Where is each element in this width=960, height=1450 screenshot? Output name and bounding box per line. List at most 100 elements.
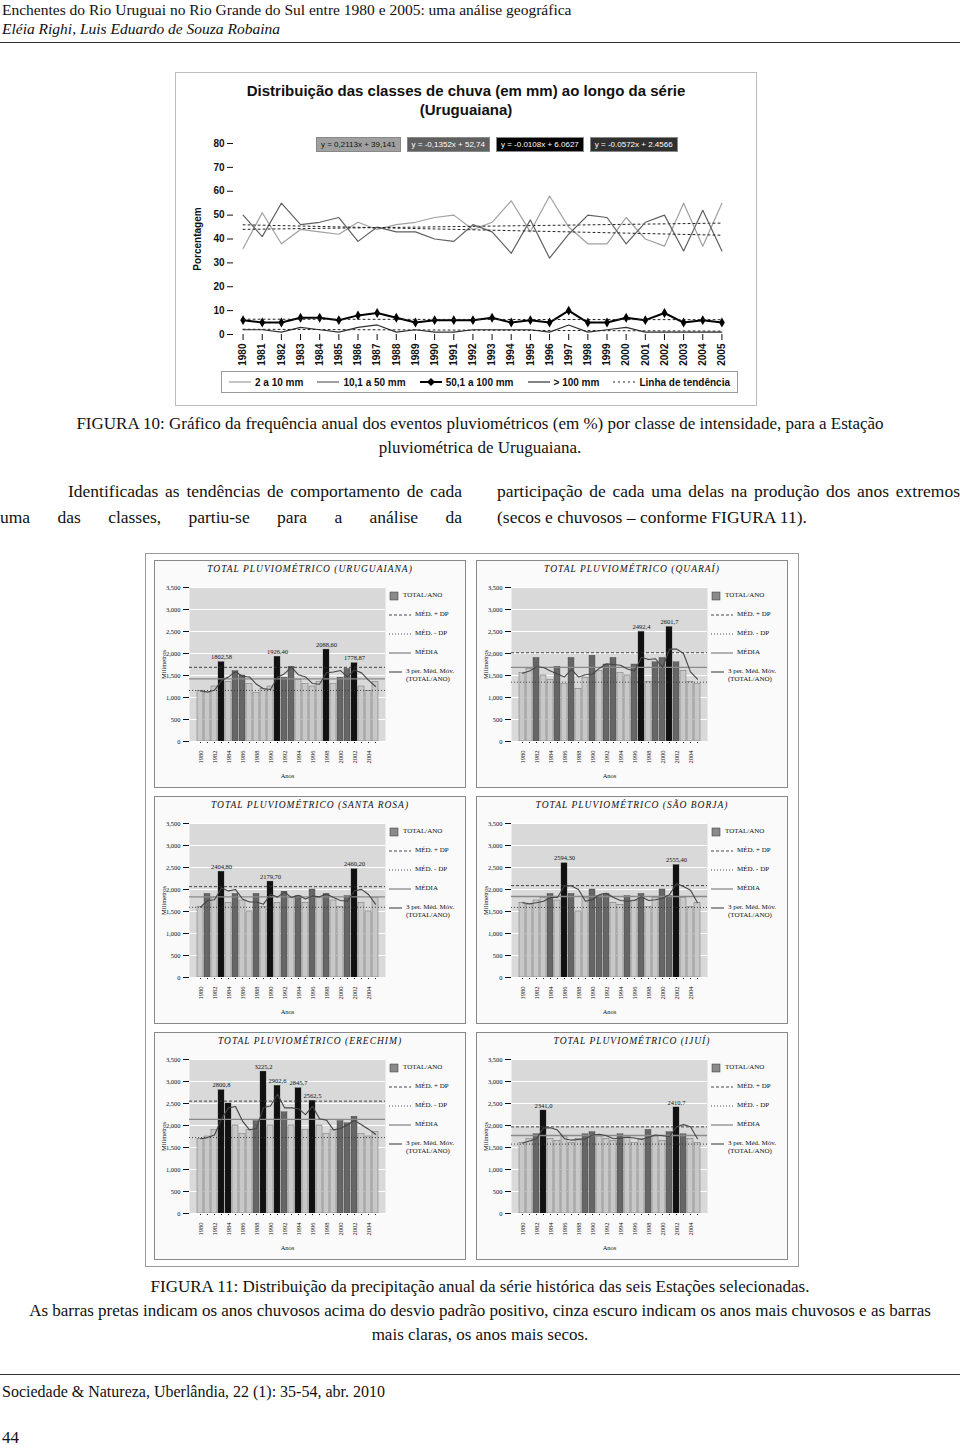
svg-text:1994: 1994	[295, 986, 302, 1000]
svg-text:2004: 2004	[365, 1222, 372, 1236]
svg-text:2000: 2000	[659, 1223, 666, 1236]
svg-text:1998: 1998	[323, 1223, 330, 1236]
svg-text:2601,7: 2601,7	[661, 618, 680, 625]
svg-text:2845,7: 2845,7	[290, 1079, 309, 1086]
svg-text:2,500: 2,500	[166, 1100, 181, 1107]
svg-text:3,000: 3,000	[166, 606, 181, 613]
svg-text:1990: 1990	[429, 343, 440, 366]
svg-text:2088,60: 2088,60	[316, 641, 337, 648]
svg-text:Anos: Anos	[281, 1244, 295, 1251]
svg-text:2002: 2002	[351, 987, 358, 1000]
svg-text:Anos: Anos	[603, 772, 617, 779]
svg-text:1,500: 1,500	[488, 1144, 503, 1151]
svg-text:70: 70	[213, 162, 225, 173]
svg-text:0: 0	[499, 738, 502, 745]
svg-text:2000: 2000	[337, 751, 344, 764]
svg-text:1984: 1984	[314, 343, 325, 366]
svg-text:1980: 1980	[197, 751, 204, 764]
svg-text:1994: 1994	[617, 986, 624, 1000]
svg-text:3,000: 3,000	[488, 606, 503, 613]
svg-text:2004: 2004	[365, 750, 372, 764]
svg-text:3,500: 3,500	[488, 584, 503, 591]
svg-text:1990: 1990	[267, 987, 274, 1000]
svg-text:Milímetros: Milímetros	[160, 650, 167, 679]
svg-text:2562,5: 2562,5	[304, 1092, 322, 1099]
svg-text:1996: 1996	[309, 1222, 316, 1236]
svg-text:0: 0	[177, 1210, 180, 1217]
svg-text:1988: 1988	[575, 751, 582, 764]
svg-text:1994: 1994	[295, 1222, 302, 1236]
svg-text:1988: 1988	[253, 987, 260, 1000]
svg-text:1996: 1996	[631, 986, 638, 1000]
svg-text:3,000: 3,000	[488, 1078, 503, 1085]
svg-text:2004: 2004	[365, 986, 372, 1000]
svg-text:Milímetros: Milímetros	[160, 886, 167, 915]
svg-text:60: 60	[213, 185, 225, 196]
svg-text:1997: 1997	[563, 343, 574, 366]
svg-text:1982: 1982	[533, 1223, 540, 1236]
svg-text:40: 40	[213, 233, 225, 244]
svg-text:3225,2: 3225,2	[255, 1063, 273, 1070]
svg-text:1992: 1992	[467, 343, 478, 366]
svg-text:2004: 2004	[687, 750, 694, 764]
svg-text:1984: 1984	[225, 750, 232, 764]
svg-text:1982: 1982	[211, 751, 218, 764]
svg-text:2555,40: 2555,40	[666, 856, 687, 863]
svg-text:1990: 1990	[267, 1223, 274, 1236]
svg-text:500: 500	[171, 716, 181, 723]
svg-text:1992: 1992	[281, 1223, 288, 1236]
svg-text:3,500: 3,500	[166, 1056, 181, 1063]
svg-text:1,500: 1,500	[166, 672, 181, 679]
svg-text:1993: 1993	[486, 343, 497, 366]
svg-text:1996: 1996	[544, 343, 555, 366]
svg-text:1980: 1980	[519, 987, 526, 1000]
svg-text:0: 0	[219, 329, 225, 340]
svg-text:2002: 2002	[673, 987, 680, 1000]
svg-text:1802,58: 1802,58	[211, 653, 232, 660]
svg-text:1987: 1987	[371, 343, 382, 366]
svg-text:1985: 1985	[333, 343, 344, 366]
svg-text:500: 500	[493, 1188, 503, 1195]
svg-text:0: 0	[499, 974, 502, 981]
svg-text:1992: 1992	[281, 751, 288, 764]
svg-text:1990: 1990	[589, 1223, 596, 1236]
svg-text:1992: 1992	[603, 1223, 610, 1236]
svg-text:1,500: 1,500	[488, 672, 503, 679]
svg-text:500: 500	[493, 716, 503, 723]
svg-text:2000: 2000	[659, 987, 666, 1000]
svg-text:3,000: 3,000	[488, 842, 503, 849]
svg-text:2902,6: 2902,6	[269, 1077, 288, 1084]
svg-text:2594,30: 2594,30	[554, 854, 575, 861]
svg-text:500: 500	[171, 1188, 181, 1195]
svg-text:3,500: 3,500	[166, 584, 181, 591]
svg-text:1986: 1986	[239, 750, 246, 764]
svg-text:0: 0	[177, 974, 180, 981]
svg-text:1990: 1990	[589, 987, 596, 1000]
svg-text:1994: 1994	[295, 750, 302, 764]
svg-text:3,000: 3,000	[166, 842, 181, 849]
svg-text:2,000: 2,000	[166, 886, 181, 893]
svg-text:2001: 2001	[640, 343, 651, 366]
svg-text:1996: 1996	[309, 986, 316, 1000]
svg-text:1980: 1980	[519, 751, 526, 764]
svg-text:1984: 1984	[547, 986, 554, 1000]
svg-text:1986: 1986	[239, 986, 246, 1000]
svg-text:2,500: 2,500	[166, 628, 181, 635]
svg-text:1986: 1986	[561, 1222, 568, 1236]
svg-text:1988: 1988	[575, 987, 582, 1000]
svg-text:1988: 1988	[253, 1223, 260, 1236]
svg-text:1980: 1980	[237, 343, 248, 366]
svg-text:1984: 1984	[547, 1222, 554, 1236]
svg-text:500: 500	[171, 952, 181, 959]
svg-text:2002: 2002	[673, 1223, 680, 1236]
svg-text:1992: 1992	[281, 987, 288, 1000]
svg-text:20: 20	[213, 281, 225, 292]
svg-text:2,500: 2,500	[488, 1100, 503, 1107]
svg-text:1980: 1980	[197, 987, 204, 1000]
svg-text:Milímetros: Milímetros	[482, 886, 489, 915]
svg-text:2,000: 2,000	[488, 1122, 503, 1129]
svg-text:1986: 1986	[561, 986, 568, 1000]
svg-text:1,500: 1,500	[166, 1144, 181, 1151]
svg-text:1990: 1990	[267, 751, 274, 764]
svg-text:2404,80: 2404,80	[211, 863, 232, 870]
